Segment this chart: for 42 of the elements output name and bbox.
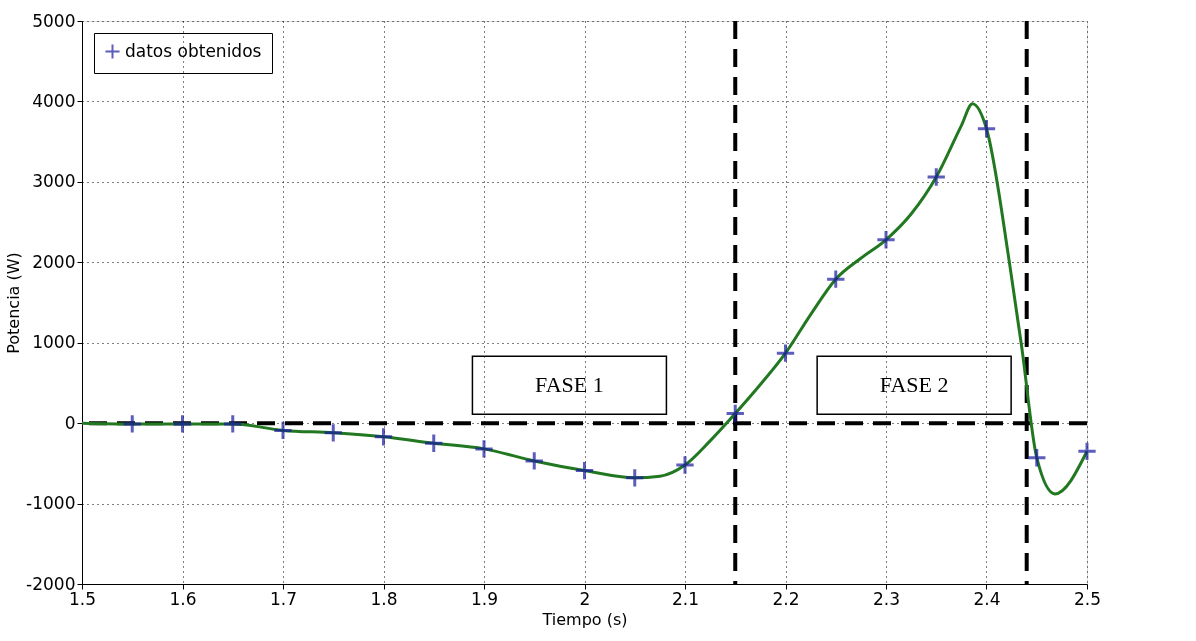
point	[172, 413, 193, 435]
point	[1076, 441, 1098, 462]
y-tick-label: 0	[64, 412, 76, 433]
annotation: FASE 2	[879, 372, 949, 398]
y-tick-label: -1000	[26, 493, 76, 514]
x-tick-label: 2.5	[1073, 588, 1102, 609]
annotation: FASE 1	[535, 372, 604, 398]
point	[473, 438, 495, 460]
y-axis-title: Potencia (W)	[4, 252, 24, 354]
point	[323, 422, 344, 443]
x-tick-label: 2.3	[872, 588, 901, 609]
point	[574, 460, 595, 481]
point	[624, 467, 645, 488]
point	[926, 166, 947, 188]
x-tick-label: 2.2	[772, 588, 800, 609]
point	[825, 269, 846, 290]
y-tick-label: 5000	[32, 10, 76, 31]
point	[725, 403, 746, 424]
y-tick-label: 3000	[32, 171, 76, 192]
point	[875, 229, 897, 250]
point	[524, 450, 545, 472]
legend-label: datos obtenidos	[125, 40, 262, 61]
point	[976, 118, 997, 139]
point	[222, 413, 243, 435]
x-tick-label: 2	[579, 588, 591, 609]
point	[1026, 447, 1047, 468]
point	[122, 413, 143, 435]
point	[674, 454, 696, 476]
x-tick-label: 1.6	[169, 588, 197, 609]
point	[272, 420, 294, 441]
point	[423, 433, 444, 454]
x-tick-label: 1.7	[269, 588, 298, 609]
x-axis-title: Tiempo (s)	[541, 609, 628, 629]
y-tick-label: 4000	[32, 90, 76, 111]
point	[775, 343, 796, 364]
x-tick-label: 2.4	[973, 588, 1001, 609]
x-tick-label: 1.9	[470, 588, 499, 609]
x-tick-label: 2.1	[671, 588, 700, 609]
y-tick-label: 2000	[32, 251, 76, 272]
y-tick-label: 1000	[32, 332, 76, 353]
point	[373, 426, 394, 447]
x-tick-label: 1.8	[370, 588, 398, 609]
